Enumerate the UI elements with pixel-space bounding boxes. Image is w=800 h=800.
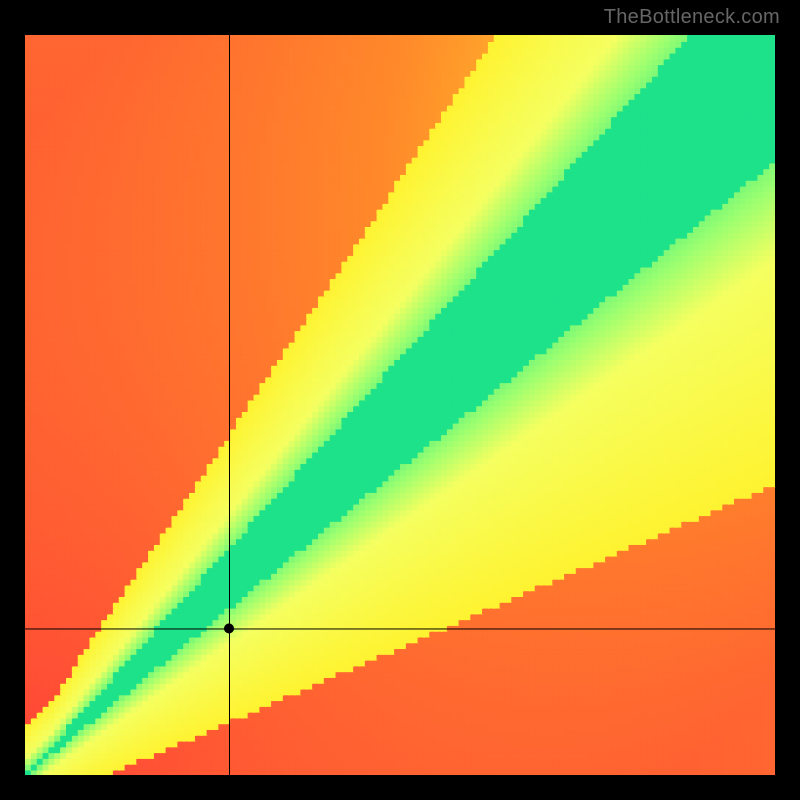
- heatmap-plot: [25, 35, 775, 775]
- chart-stage: TheBottleneck.com: [0, 0, 800, 800]
- heatmap-canvas: [25, 35, 775, 775]
- watermark-text: TheBottleneck.com: [604, 6, 780, 29]
